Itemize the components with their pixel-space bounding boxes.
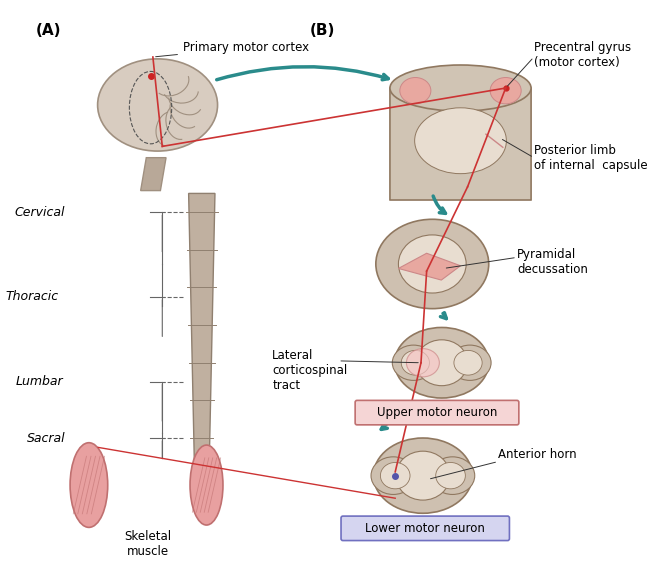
Ellipse shape [190, 445, 223, 525]
Ellipse shape [416, 340, 468, 386]
Text: Lower motor neuron: Lower motor neuron [365, 522, 485, 535]
Text: Precentral gyrus
(motor cortex): Precentral gyrus (motor cortex) [534, 41, 631, 69]
Ellipse shape [401, 350, 430, 375]
Ellipse shape [415, 108, 506, 173]
Ellipse shape [376, 219, 489, 309]
Ellipse shape [400, 77, 431, 104]
FancyBboxPatch shape [341, 516, 509, 540]
Ellipse shape [392, 345, 435, 380]
Text: (B): (B) [310, 23, 336, 38]
Ellipse shape [490, 77, 521, 104]
Text: Anterior horn: Anterior horn [498, 449, 577, 461]
Ellipse shape [398, 235, 466, 293]
Polygon shape [141, 158, 166, 191]
Ellipse shape [449, 345, 491, 380]
Text: Lateral
corticospinal
tract: Lateral corticospinal tract [272, 349, 348, 392]
Ellipse shape [98, 59, 218, 151]
Text: Upper motor neuron: Upper motor neuron [377, 406, 498, 419]
Ellipse shape [380, 462, 410, 489]
Ellipse shape [395, 328, 489, 398]
Text: Lumbar: Lumbar [16, 375, 63, 388]
Ellipse shape [436, 462, 466, 489]
Ellipse shape [430, 457, 475, 494]
Text: Pyramidal
decussation: Pyramidal decussation [517, 248, 588, 276]
Ellipse shape [390, 65, 531, 111]
Text: Cervical: Cervical [15, 206, 65, 218]
Polygon shape [188, 194, 215, 504]
Ellipse shape [371, 457, 416, 494]
Ellipse shape [396, 451, 450, 500]
Ellipse shape [406, 349, 440, 377]
FancyBboxPatch shape [355, 401, 519, 425]
Text: (A): (A) [35, 23, 61, 38]
Text: Primary motor cortex: Primary motor cortex [156, 41, 309, 57]
Polygon shape [398, 253, 460, 280]
Text: Posterior limb
of internal  capsule: Posterior limb of internal capsule [534, 144, 647, 172]
Ellipse shape [70, 443, 108, 527]
Ellipse shape [374, 438, 472, 513]
FancyBboxPatch shape [390, 88, 531, 200]
Text: Sacral: Sacral [27, 432, 65, 444]
Ellipse shape [454, 350, 482, 375]
Text: Thoracic: Thoracic [6, 290, 59, 303]
Text: Skeletal
muscle: Skeletal muscle [125, 530, 172, 558]
